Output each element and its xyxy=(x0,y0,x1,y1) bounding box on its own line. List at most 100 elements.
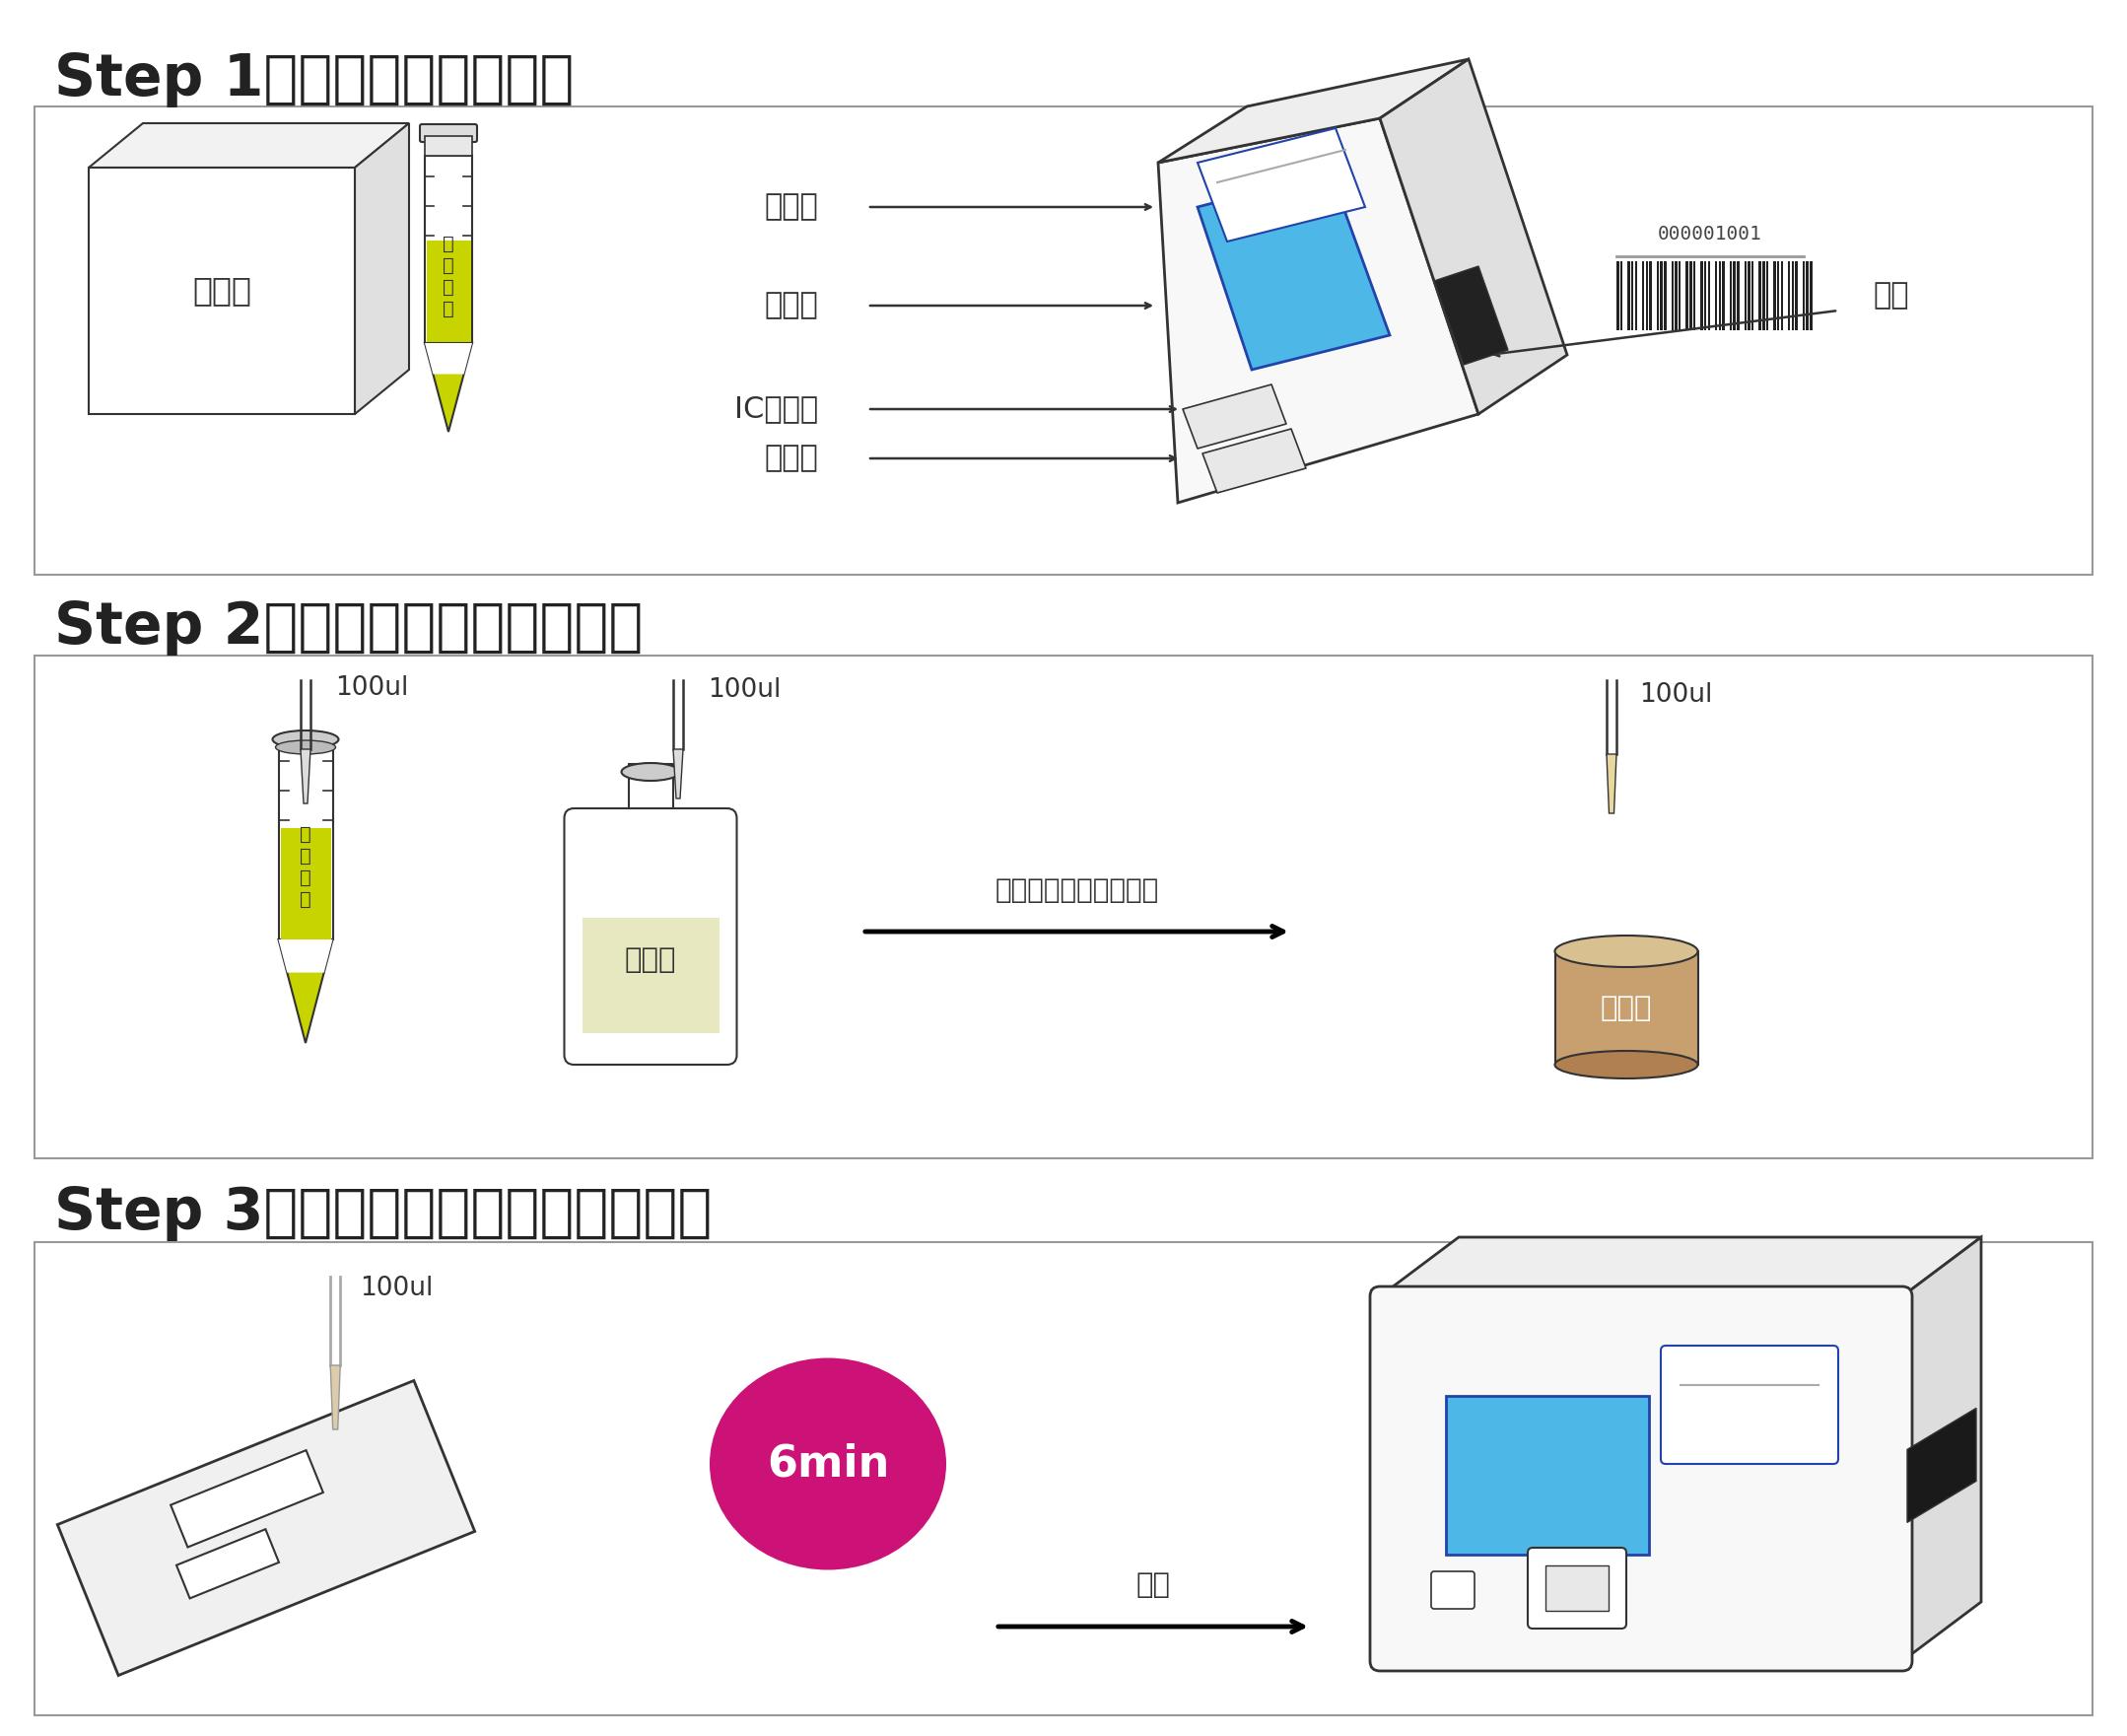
Text: 显示屏: 显示屏 xyxy=(764,292,819,319)
Bar xyxy=(1748,260,1751,330)
FancyBboxPatch shape xyxy=(583,918,719,1033)
Bar xyxy=(1687,260,1689,330)
Bar xyxy=(1806,260,1808,330)
FancyBboxPatch shape xyxy=(1370,1286,1912,1672)
FancyBboxPatch shape xyxy=(1527,1549,1627,1628)
Bar xyxy=(1704,260,1706,330)
Bar xyxy=(1636,260,1638,330)
Bar xyxy=(1759,260,1761,330)
Polygon shape xyxy=(1380,59,1568,415)
Bar xyxy=(1693,260,1695,330)
Polygon shape xyxy=(1183,384,1287,448)
Text: 100ul: 100ul xyxy=(1640,682,1712,708)
Bar xyxy=(1810,260,1812,330)
Ellipse shape xyxy=(621,764,681,781)
Text: Step 1：回温、开机、扫码: Step 1：回温、开机、扫码 xyxy=(53,52,574,108)
Bar xyxy=(1765,260,1768,330)
Bar xyxy=(1617,260,1619,330)
Ellipse shape xyxy=(1555,1050,1697,1078)
Polygon shape xyxy=(279,939,332,972)
Bar xyxy=(1663,260,1665,330)
FancyBboxPatch shape xyxy=(425,135,472,156)
Text: 100ul: 100ul xyxy=(708,677,781,703)
Bar xyxy=(1699,260,1704,330)
Text: 插卡口: 插卡口 xyxy=(764,444,819,472)
Bar xyxy=(1648,260,1653,330)
Bar xyxy=(1621,260,1623,330)
Bar xyxy=(1738,260,1740,330)
Bar xyxy=(1678,260,1680,330)
Polygon shape xyxy=(57,1380,474,1675)
Ellipse shape xyxy=(710,1358,947,1569)
Bar xyxy=(1672,260,1674,330)
Polygon shape xyxy=(89,123,408,168)
Bar xyxy=(1689,260,1691,330)
FancyBboxPatch shape xyxy=(34,656,2093,1158)
Text: Step 3：加样，读数，打印检测报告: Step 3：加样，读数，打印检测报告 xyxy=(53,1186,713,1241)
Polygon shape xyxy=(330,1364,340,1429)
Polygon shape xyxy=(425,344,472,432)
Polygon shape xyxy=(1434,266,1508,365)
Text: 试剂盒: 试剂盒 xyxy=(191,274,251,307)
FancyBboxPatch shape xyxy=(1446,1396,1648,1554)
Ellipse shape xyxy=(272,731,338,748)
Bar xyxy=(1795,260,1797,330)
FancyBboxPatch shape xyxy=(425,156,472,344)
Ellipse shape xyxy=(1555,936,1697,967)
Bar xyxy=(1789,260,1791,330)
FancyBboxPatch shape xyxy=(1546,1566,1608,1611)
Bar xyxy=(1744,260,1746,330)
Text: 加入样品杯，吸打混匀: 加入样品杯，吸打混匀 xyxy=(995,877,1159,904)
FancyBboxPatch shape xyxy=(425,240,470,344)
Text: 打印机: 打印机 xyxy=(764,193,819,220)
Polygon shape xyxy=(1902,1238,1980,1661)
Polygon shape xyxy=(672,750,683,799)
Polygon shape xyxy=(1198,172,1389,370)
FancyBboxPatch shape xyxy=(34,106,2093,575)
FancyBboxPatch shape xyxy=(1555,951,1697,1064)
Ellipse shape xyxy=(277,740,336,753)
Bar xyxy=(1802,260,1806,330)
Bar xyxy=(1791,260,1793,330)
FancyBboxPatch shape xyxy=(89,168,355,415)
FancyBboxPatch shape xyxy=(564,809,736,1064)
Text: IC卡插口: IC卡插口 xyxy=(734,394,819,424)
Text: 6min: 6min xyxy=(766,1443,889,1484)
Bar xyxy=(1719,260,1721,330)
Polygon shape xyxy=(425,344,472,375)
FancyBboxPatch shape xyxy=(279,746,332,939)
Polygon shape xyxy=(279,939,332,1043)
Bar xyxy=(1708,260,1710,330)
Bar xyxy=(1751,260,1755,330)
Bar xyxy=(1723,260,1725,330)
Text: 扫码: 扫码 xyxy=(1872,281,1908,311)
Bar xyxy=(1734,260,1736,330)
Polygon shape xyxy=(1606,753,1617,812)
Bar xyxy=(1657,260,1659,330)
FancyBboxPatch shape xyxy=(281,828,330,939)
Polygon shape xyxy=(1380,1238,1980,1297)
Bar xyxy=(1776,260,1780,330)
Polygon shape xyxy=(355,123,408,415)
Bar xyxy=(1674,260,1678,330)
Text: 100ul: 100ul xyxy=(336,675,408,701)
FancyBboxPatch shape xyxy=(1431,1571,1474,1609)
Polygon shape xyxy=(1157,118,1478,503)
Bar xyxy=(1763,260,1765,330)
Bar xyxy=(1631,260,1634,330)
FancyBboxPatch shape xyxy=(1661,1345,1838,1463)
Text: 100ul: 100ul xyxy=(359,1276,434,1302)
FancyBboxPatch shape xyxy=(34,1243,2093,1715)
FancyBboxPatch shape xyxy=(627,764,672,818)
Bar xyxy=(1627,260,1629,330)
Text: 000001001: 000001001 xyxy=(1657,224,1761,243)
Bar xyxy=(1642,260,1644,330)
Text: 稀释液: 稀释液 xyxy=(625,946,676,974)
Bar xyxy=(1714,260,1716,330)
Polygon shape xyxy=(1908,1408,1976,1522)
Bar xyxy=(1646,260,1648,330)
Bar xyxy=(1661,260,1663,330)
Text: Step 2：取样、加稀释液，混匀: Step 2：取样、加稀释液，混匀 xyxy=(53,599,642,656)
Polygon shape xyxy=(300,750,311,804)
Text: 样品杯: 样品杯 xyxy=(1600,995,1653,1023)
